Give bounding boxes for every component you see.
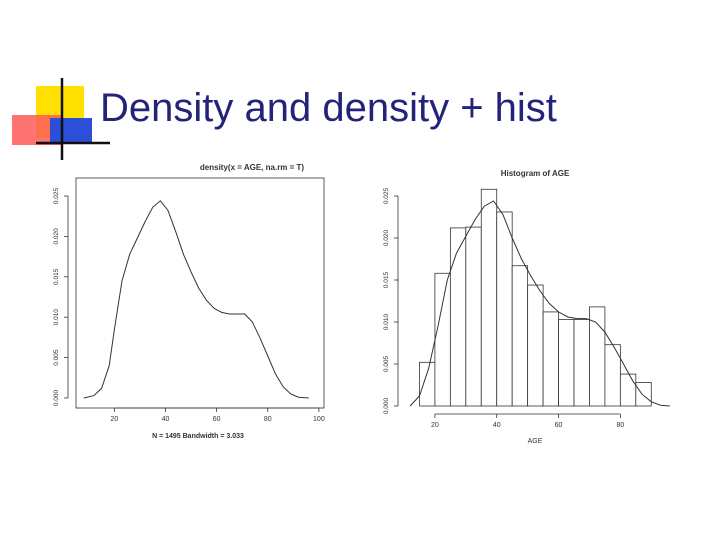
histogram-bar bbox=[434, 272, 451, 407]
slide-title: Density and density + hist bbox=[100, 86, 557, 130]
x-tick-label: 100 bbox=[313, 416, 325, 423]
slide-decoration bbox=[12, 78, 110, 160]
y-tick-label: 0.005 bbox=[383, 355, 390, 372]
x-tick-label: 20 bbox=[110, 416, 118, 423]
y-tick-label: 0.015 bbox=[53, 268, 60, 285]
y-tick-label: 0.025 bbox=[53, 187, 60, 204]
y-tick-label: 0.010 bbox=[53, 309, 60, 326]
histogram-plot-title: Histogram of AGE bbox=[501, 169, 570, 178]
histogram-bar bbox=[480, 188, 498, 407]
x-tick-label: 60 bbox=[555, 422, 563, 429]
x-tick-label: 80 bbox=[264, 416, 272, 423]
y-tick-label: 0.000 bbox=[383, 397, 390, 414]
density-plot-xlabel: N = 1495 Bandwidth = 3.033 bbox=[152, 433, 244, 440]
x-tick-label: 40 bbox=[162, 416, 170, 423]
histogram-bar bbox=[527, 284, 544, 407]
histogram-bar bbox=[573, 319, 590, 407]
y-tick-label: 0.005 bbox=[53, 349, 60, 366]
histogram-bar bbox=[511, 265, 529, 407]
histogram-bar bbox=[542, 311, 559, 407]
y-tick-label: 0.020 bbox=[383, 229, 390, 246]
x-tick-label: 20 bbox=[431, 422, 439, 429]
y-tick-label: 0.015 bbox=[383, 271, 390, 288]
histogram-bar bbox=[619, 373, 637, 407]
density-plot-title: density(x = AGE, na.rm = T) bbox=[200, 163, 305, 172]
density-curve bbox=[83, 200, 309, 399]
y-tick-label: 0.010 bbox=[383, 313, 390, 330]
deco-blue-square bbox=[50, 118, 92, 143]
histogram-bar bbox=[449, 227, 467, 407]
histogram-bar bbox=[419, 361, 436, 407]
histogram-bar bbox=[558, 319, 575, 407]
y-tick-label: 0.000 bbox=[53, 389, 60, 406]
histogram-bar bbox=[589, 306, 606, 407]
histogram-bar bbox=[496, 211, 513, 407]
histogram-bar bbox=[465, 226, 482, 407]
histogram-plot-xlabel: AGE bbox=[528, 438, 543, 445]
y-tick-label: 0.025 bbox=[383, 187, 390, 204]
x-tick-label: 40 bbox=[493, 422, 501, 429]
y-tick-label: 0.020 bbox=[53, 228, 60, 245]
histogram-density-curve bbox=[409, 200, 670, 407]
histogram-bar bbox=[635, 382, 652, 407]
x-tick-label: 80 bbox=[616, 422, 624, 429]
x-tick-label: 60 bbox=[213, 416, 221, 423]
